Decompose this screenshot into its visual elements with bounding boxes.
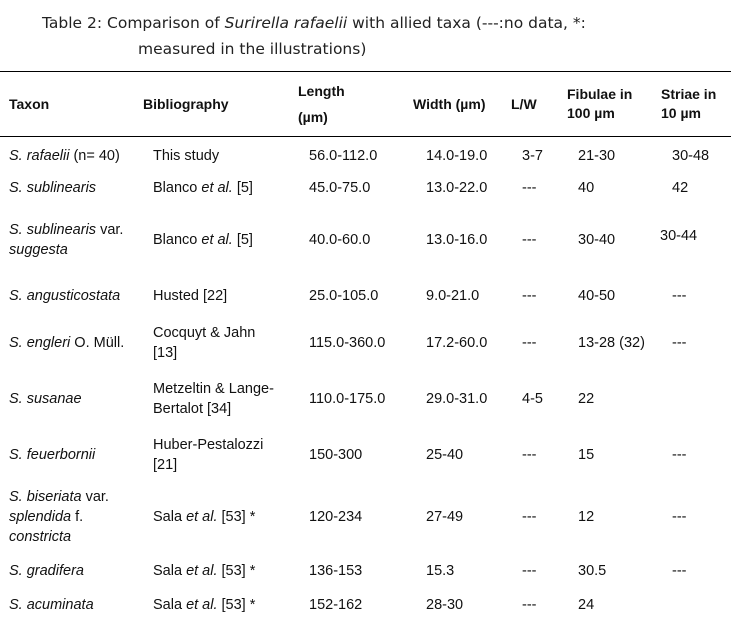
- row-6-fibulae: 22: [578, 391, 595, 407]
- row-6-width: 29.0-31.0: [426, 391, 488, 407]
- row-5-width: 17.2-60.0: [426, 335, 488, 351]
- row-4-striae: ---: [672, 288, 687, 304]
- row-1-fibulae: 21-30: [578, 148, 616, 164]
- header-fibulae-line-2: 100 µm: [567, 105, 615, 121]
- row-10-fibulae: 24: [578, 597, 595, 613]
- row-7-striae: ---: [672, 447, 687, 463]
- caption-line-2: measured in the illustrations): [138, 40, 367, 58]
- row-2-width: 13.0-22.0: [426, 180, 488, 196]
- row-3-width: 13.0-16.0: [426, 232, 488, 248]
- table-header-rule: [0, 136, 731, 137]
- row-1-width: 14.0-19.0: [426, 148, 488, 164]
- header-lw: L/W: [511, 96, 537, 112]
- row-7-width: 25-40: [426, 447, 464, 463]
- row-8-lw: ---: [522, 509, 537, 525]
- row-3-taxon-line-1: S. sublinearis var.: [9, 222, 124, 238]
- header-taxon: Taxon: [9, 96, 50, 112]
- row-10-length: 152-162: [309, 597, 363, 613]
- row-6-bibliography-line-1: Metzeltin & Lange-: [153, 381, 274, 397]
- row-10-taxon: S. acuminata: [9, 597, 94, 613]
- row-8-width: 27-49: [426, 509, 464, 525]
- row-5-fibulae: 13-28 (32): [578, 335, 645, 351]
- row-2-length: 45.0-75.0: [309, 180, 371, 196]
- row-6-length: 110.0-175.0: [309, 391, 386, 407]
- row-4-bibliography: Husted [22]: [153, 288, 228, 304]
- row-5-bibliography-line-2: [13]: [153, 345, 178, 361]
- header-striae-line-2: 10 µm: [661, 105, 701, 121]
- row-10-bibliography: Sala et al. [53] *: [153, 597, 256, 613]
- header-bibliography: Bibliography: [143, 96, 229, 112]
- row-8-bibliography: Sala et al. [53] *: [153, 509, 256, 525]
- row-10-lw: ---: [522, 597, 537, 613]
- row-4-width: 9.0-21.0: [426, 288, 480, 304]
- row-8-taxon-line-1: S. biseriata var.: [9, 489, 109, 505]
- header-length-line-1: Length: [298, 83, 345, 99]
- row-9-length: 136-153: [309, 563, 363, 579]
- row-2-fibulae: 40: [578, 180, 595, 196]
- row-5-taxon: S. engleri O. Müll.: [9, 335, 125, 351]
- row-9-width: 15.3: [426, 563, 455, 579]
- row-4-fibulae: 40-50: [578, 288, 616, 304]
- row-9-striae: ---: [672, 563, 687, 579]
- row-3-bibliography: Blanco et al. [5]: [153, 232, 253, 248]
- row-1-lw: 3-7: [522, 148, 543, 164]
- row-8-striae: ---: [672, 509, 687, 525]
- row-8-taxon-line-2: splendida f.: [9, 509, 84, 525]
- caption-line-1: Table 2: Comparison of Surirella rafaeli…: [42, 14, 586, 32]
- row-7-taxon: S. feuerbornii: [9, 447, 96, 463]
- header-fibulae-line-1: Fibulae in: [567, 86, 633, 102]
- row-9-fibulae: 30.5: [578, 563, 607, 579]
- row-2-bibliography: Blanco et al. [5]: [153, 180, 253, 196]
- row-5-striae: ---: [672, 335, 687, 351]
- row-7-bibliography-line-2: [21]: [153, 457, 178, 473]
- row-3-fibulae: 30-40: [578, 232, 616, 248]
- row-5-length: 115.0-360.0: [309, 335, 386, 351]
- row-8-fibulae: 12: [578, 509, 595, 525]
- row-7-length: 150-300: [309, 447, 363, 463]
- row-3-taxon-line-2: suggesta: [9, 242, 68, 258]
- caption-note: with allied taxa (---:no data, *:: [347, 14, 586, 32]
- row-10-width: 28-30: [426, 597, 464, 613]
- row-7-fibulae: 15: [578, 447, 595, 463]
- row-6-lw: 4-5: [522, 391, 543, 407]
- row-9-lw: ---: [522, 563, 537, 579]
- row-4-lw: ---: [522, 288, 537, 304]
- row-9-taxon: S. gradifera: [9, 563, 84, 579]
- table-top-rule: [0, 71, 731, 72]
- row-8-length: 120-234: [309, 509, 363, 525]
- row-1-length: 56.0-112.0: [309, 148, 378, 164]
- header-length-line-2: (µm): [298, 109, 328, 125]
- row-7-bibliography-line-1: Huber-Pestalozzi: [153, 437, 264, 453]
- row-2-striae: 42: [672, 180, 689, 196]
- row-5-lw: ---: [522, 335, 537, 351]
- row-3-length: 40.0-60.0: [309, 232, 371, 248]
- row-1-striae: 30-48: [672, 148, 710, 164]
- row-1-taxon: S. rafaelii (n= 40): [9, 148, 120, 164]
- row-4-taxon: S. angusticostata: [9, 288, 121, 304]
- row-2-taxon: S. sublinearis: [9, 180, 97, 196]
- row-3-lw: ---: [522, 232, 537, 248]
- row-8-taxon-line-3: constricta: [9, 529, 72, 545]
- row-6-taxon: S. susanae: [9, 391, 82, 407]
- row-4-length: 25.0-105.0: [309, 288, 379, 304]
- row-6-bibliography-line-2: Bertalot [34]: [153, 401, 232, 417]
- row-5-bibliography-line-1: Cocquyt & Jahn: [153, 325, 256, 341]
- caption-prefix: Table 2: Comparison of: [42, 14, 225, 32]
- row-1-bibliography: This study: [153, 148, 220, 164]
- table-caption: Table 2: Comparison of Surirella rafaeli…: [0, 0, 731, 70]
- header-striae-line-1: Striae in: [661, 86, 717, 102]
- row-9-bibliography: Sala et al. [53] *: [153, 563, 256, 579]
- row-7-lw: ---: [522, 447, 537, 463]
- header-width: Width (µm): [413, 96, 486, 112]
- caption-species: Surirella rafaelii: [224, 14, 348, 32]
- row-2-lw: ---: [522, 180, 537, 196]
- row-3-striae: 30-44: [660, 228, 698, 244]
